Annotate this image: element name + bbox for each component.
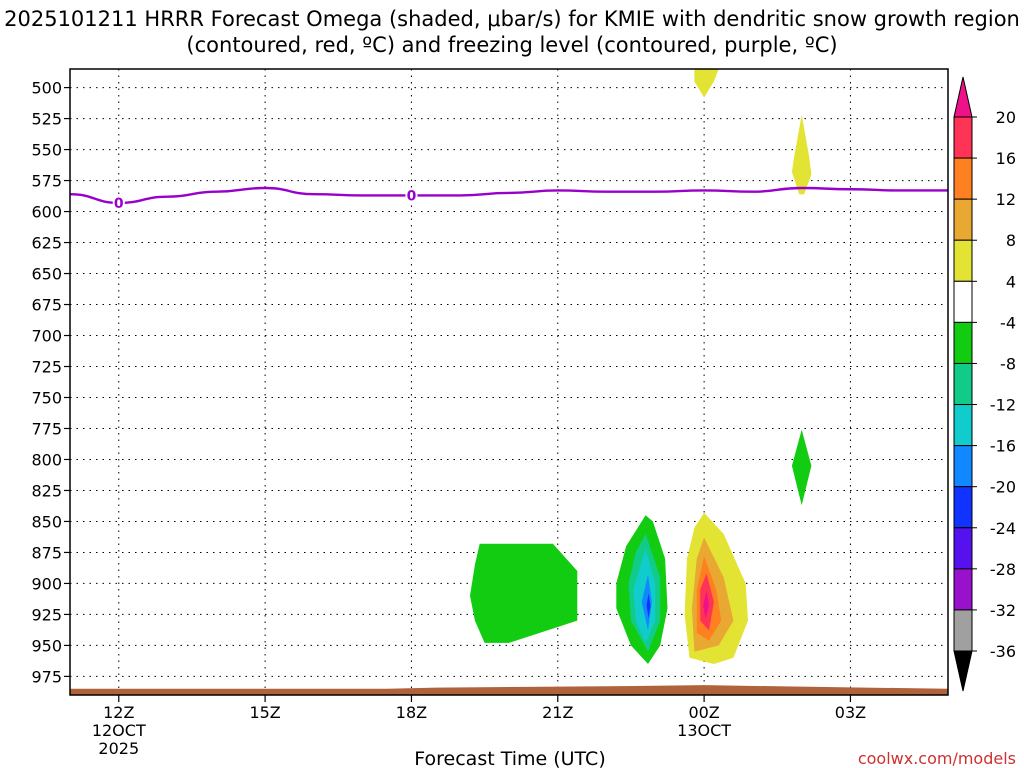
- y-tick-label: 675: [31, 296, 62, 315]
- colorbar-over-arrow: [953, 76, 973, 118]
- x-tick-label: 21Z: [542, 703, 573, 722]
- colorbar-swatch: [953, 280, 973, 323]
- omega-region: [641, 574, 652, 631]
- omega-region: [703, 590, 709, 619]
- x-tick-label: 15Z: [249, 703, 280, 722]
- colorbar-swatch: [953, 445, 973, 488]
- colorbar-swatch: [953, 321, 973, 364]
- colorbar-label: 16: [996, 149, 1016, 168]
- colorbar-swatch: [953, 404, 973, 447]
- colorbar-label: -32: [990, 601, 1016, 620]
- y-tick-label: 900: [31, 574, 62, 593]
- colorbar-label: -28: [990, 560, 1016, 579]
- colorbar-label: 4: [1006, 272, 1016, 291]
- y-tick-label: 625: [31, 234, 62, 253]
- x-axis-label: Forecast Time (UTC): [414, 748, 605, 768]
- colorbar: 20 16 12 8 4 -4 -8 -12 -16 -20 -24 -28 -32 -36: [953, 76, 1016, 692]
- surface-band: [70, 685, 948, 695]
- y-tick-label: 700: [31, 327, 62, 346]
- colorbar-label: -36: [990, 642, 1016, 661]
- colorbar-label: 12: [996, 190, 1016, 209]
- axes: 500 525 550 575 600 625 650 675 700 725 750 775 800 8…: [31, 68, 949, 758]
- colorbar-swatch: [953, 157, 973, 200]
- colorbar-swatch: [953, 527, 973, 570]
- y-tick-label: 750: [31, 388, 62, 407]
- x-tick-sublabel: 13OCT: [677, 721, 731, 740]
- colorbar-swatch: [953, 198, 973, 241]
- colorbar-label: 8: [1006, 231, 1016, 250]
- plot-frame: [69, 68, 949, 696]
- omega-region: [646, 593, 651, 619]
- y-tick-label: 975: [31, 667, 62, 686]
- colorbar-label: -8: [1000, 354, 1016, 373]
- y-tick-label: 575: [31, 172, 62, 191]
- freezing-level-line: [70, 186, 948, 205]
- y-tick-label: 725: [31, 358, 62, 377]
- colorbar-label: -16: [990, 437, 1016, 456]
- colorbar-swatch: [953, 239, 973, 282]
- colorbar-under-arrow: [953, 650, 973, 692]
- y-tick-label: 800: [31, 450, 62, 469]
- freezing-level-label: 0: [407, 188, 417, 204]
- y-tick-label: 550: [31, 141, 62, 160]
- omega-region: [791, 429, 812, 506]
- y-tick-label: 500: [31, 79, 62, 98]
- chart-title: 2025101211 HRRR Forecast Omega (shaded, …: [4, 7, 1020, 57]
- y-tick-label: 875: [31, 543, 62, 562]
- y-tick-label: 950: [31, 636, 62, 655]
- y-tick-label: 825: [31, 481, 62, 500]
- x-tick-label: 03Z: [835, 703, 866, 722]
- omega-region: [470, 543, 578, 643]
- colorbar-label: 20: [996, 108, 1016, 127]
- y-tick-label: 775: [31, 419, 62, 438]
- omega-region: [791, 114, 812, 195]
- x-tick-sublabel: 12OCT: [92, 721, 146, 740]
- x-tick-label: 00Z: [688, 703, 719, 722]
- freezing-level-label: 0: [114, 196, 124, 212]
- colorbar-swatch: [953, 486, 973, 529]
- x-tick-sublabel: 2025: [98, 739, 139, 758]
- y-tick-label: 600: [31, 203, 62, 222]
- x-tick-label: 12Z: [103, 703, 134, 722]
- y-tick-label: 525: [31, 110, 62, 129]
- colorbar-swatch: [953, 568, 973, 611]
- colorbar-label: -4: [1000, 313, 1016, 332]
- omega-region: [694, 69, 719, 98]
- colorbar-swatch: [953, 609, 973, 652]
- colorbar-label: -20: [990, 478, 1016, 497]
- y-tick-label: 925: [31, 605, 62, 624]
- y-tick-label: 650: [31, 265, 62, 284]
- colorbar-label: -12: [990, 396, 1016, 415]
- colorbar-swatch: [953, 362, 973, 406]
- credit-text: coolwx.com/models: [858, 749, 1016, 768]
- colorbar-label: -24: [990, 519, 1016, 538]
- y-tick-label: 850: [31, 512, 62, 531]
- colorbar-swatch: [953, 116, 973, 159]
- x-tick-label: 18Z: [396, 703, 427, 722]
